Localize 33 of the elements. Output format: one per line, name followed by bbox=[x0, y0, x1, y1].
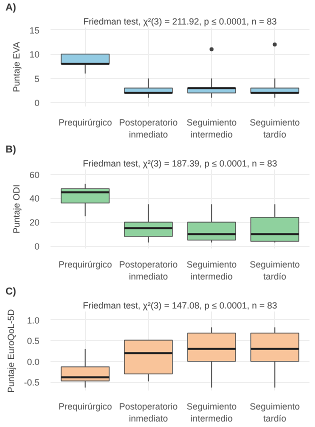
y-axis-title: Puntaje EVA bbox=[11, 42, 22, 92]
y-tick-label: 60 bbox=[29, 170, 40, 180]
y-tick-label: 0 bbox=[34, 98, 40, 108]
x-tick-label: Seguimiento tardío bbox=[250, 260, 300, 282]
x-tick-label: Seguimiento intermedio bbox=[186, 260, 237, 282]
x-tick-label: Prequirúrgico bbox=[58, 260, 112, 270]
x-tick-label: Prequirúrgico bbox=[58, 402, 112, 412]
y-axis-title: Puntaje ODI bbox=[11, 184, 22, 234]
y-tick-label: 0.0 bbox=[26, 356, 40, 367]
y-tick-label: 20 bbox=[29, 218, 40, 228]
y-tick-label: -0.5 bbox=[24, 378, 40, 388]
x-tick-label: Seguimiento intermedio bbox=[186, 402, 237, 424]
chart-title: Friedman test, χ²(3) = 211.92, p ≤ 0.0001, n = 83 bbox=[83, 16, 277, 26]
x-tick-label: Prequirúrgico bbox=[58, 118, 112, 128]
y-tick-label: 0.5 bbox=[26, 336, 40, 346]
text: B) bbox=[6, 144, 16, 156]
chart-title: Friedman test, χ²(3) = 147.08, p ≤ 0.0001, n = 83 bbox=[82, 300, 278, 310]
x-tick-label: Postoperatorio inmediato bbox=[119, 118, 178, 140]
y-tick-label: 15 bbox=[29, 25, 40, 36]
text: C) bbox=[6, 286, 16, 298]
y-tick-label: 1.0 bbox=[26, 315, 40, 326]
x-tick-label: Seguimiento tardío bbox=[250, 402, 300, 424]
y-tick-label: 40 bbox=[29, 194, 40, 204]
x-tick-label: Seguimiento tardío bbox=[250, 118, 300, 140]
text: A) bbox=[6, 2, 16, 14]
x-tick-label: Postoperatorio inmediato bbox=[119, 260, 178, 282]
x-tick-label: Seguimiento intermedio bbox=[186, 118, 237, 140]
x-tick-label: Postoperatorio inmediato bbox=[119, 402, 178, 424]
y-tick-label: 10 bbox=[29, 50, 40, 60]
y-axis-title: Puntaje EuroQoL-5D bbox=[6, 308, 16, 393]
y-tick-label: 0 bbox=[34, 242, 40, 252]
y-tick-label: 5 bbox=[34, 74, 40, 84]
chart-title: Friedman test, χ²(3) = 187.39, p ≤ 0.0001, n = 83 bbox=[82, 158, 278, 168]
